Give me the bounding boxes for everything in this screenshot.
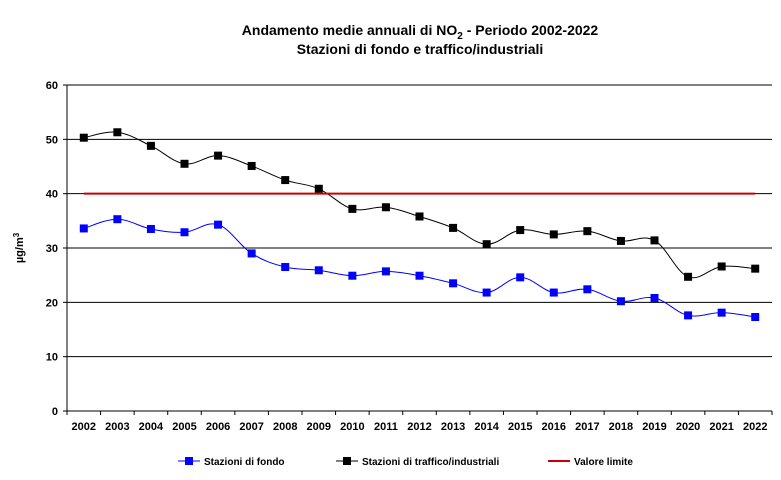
data-point-stazioni-di-fondo-2012 xyxy=(415,271,424,280)
x-tick-label-2011: 2011 xyxy=(374,421,398,433)
chart-title: Andamento medie annuali di NO2 - Periodo… xyxy=(242,22,599,57)
legend-swatch-marker-stazioni-di-fondo xyxy=(185,457,193,465)
x-axis-ticks: 2002 2003 2004 2005 2006 2007 2008 2009 2010 2011… xyxy=(66,411,773,433)
data-point-stazioni-di-fondo-2016 xyxy=(549,288,558,297)
data-point-stazioni-di-traffico-industriali-2008 xyxy=(281,176,290,185)
data-point-stazioni-di-traffico-industriali-2009 xyxy=(314,184,323,193)
data-point-stazioni-di-traffico-industriali-2010 xyxy=(348,204,357,213)
legend-label-valore-limite: Valore limite xyxy=(574,457,633,468)
data-point-stazioni-di-fondo-2017 xyxy=(583,285,592,294)
series-stazioni-di-traffico-industriali xyxy=(79,128,760,281)
data-point-stazioni-di-traffico-industriali-2002 xyxy=(79,133,88,142)
data-point-stazioni-di-traffico-industriali-2017 xyxy=(583,227,592,236)
x-tick-label-2002: 2002 xyxy=(72,421,96,433)
x-tick-label-2015: 2015 xyxy=(508,421,532,433)
legend: Stazioni di fondo Stazioni di traffico/in… xyxy=(178,457,633,468)
x-tick-label-2008: 2008 xyxy=(273,421,297,433)
data-point-stazioni-di-traffico-industriali-2021 xyxy=(717,262,726,271)
data-point-stazioni-di-traffico-industriali-2014 xyxy=(482,240,491,249)
data-point-stazioni-di-traffico-industriali-2011 xyxy=(381,203,390,212)
x-tick-label-2012: 2012 xyxy=(407,421,431,433)
x-tick-label-2013: 2013 xyxy=(441,421,465,433)
x-tick-label-2005: 2005 xyxy=(172,421,196,433)
data-point-stazioni-di-fondo-2011 xyxy=(381,267,390,276)
legend-item-stazioni-di-fondo: Stazioni di fondo xyxy=(178,457,285,468)
data-point-stazioni-di-fondo-2014 xyxy=(482,288,491,297)
data-point-stazioni-di-fondo-2007 xyxy=(247,249,256,258)
data-point-stazioni-di-fondo-2006 xyxy=(214,220,223,229)
chart-title-line1: Andamento medie annuali di NO2 - Periodo… xyxy=(242,22,599,42)
data-point-stazioni-di-fondo-2015 xyxy=(516,273,525,282)
series-line-stazioni-di-traffico-industriali xyxy=(83,131,756,279)
legend-item-valore-limite: Valore limite xyxy=(548,457,633,468)
x-tick-label-2017: 2017 xyxy=(575,421,599,433)
data-point-stazioni-di-traffico-industriali-2022 xyxy=(751,264,760,273)
y-tick-label-20: 20 xyxy=(46,297,58,309)
data-point-stazioni-di-fondo-2013 xyxy=(449,279,458,288)
x-tick-label-2014: 2014 xyxy=(474,421,499,433)
data-point-stazioni-di-traffico-industriali-2013 xyxy=(449,223,458,232)
data-point-stazioni-di-fondo-2005 xyxy=(180,228,189,237)
x-tick-label-2020: 2020 xyxy=(676,421,700,433)
gridlines xyxy=(66,84,772,412)
data-point-stazioni-di-traffico-industriali-2016 xyxy=(549,230,558,239)
x-tick-label-2022: 2022 xyxy=(743,421,767,433)
x-tick-label-2007: 2007 xyxy=(239,421,263,433)
data-point-stazioni-di-traffico-industriali-2020 xyxy=(684,272,693,281)
data-point-stazioni-di-fondo-2003 xyxy=(113,215,122,224)
data-point-stazioni-di-fondo-2019 xyxy=(650,293,659,302)
data-point-stazioni-di-fondo-2020 xyxy=(684,311,693,320)
y-tick-label-40: 40 xyxy=(46,189,58,201)
chart-title-line2: Stazioni di fondo e traffico/industriali xyxy=(297,41,544,57)
data-point-stazioni-di-traffico-industriali-2004 xyxy=(146,141,155,150)
y-tick-label-10: 10 xyxy=(46,352,58,364)
data-point-stazioni-di-fondo-2021 xyxy=(717,308,726,317)
y-tick-label-30: 30 xyxy=(46,243,58,255)
x-tick-label-2003: 2003 xyxy=(105,421,129,433)
y-tick-label-0: 0 xyxy=(52,406,58,418)
data-point-stazioni-di-fondo-2010 xyxy=(348,271,357,280)
data-point-stazioni-di-traffico-industriali-2006 xyxy=(214,151,223,160)
data-point-stazioni-di-fondo-2018 xyxy=(616,297,625,306)
data-point-stazioni-di-traffico-industriali-2005 xyxy=(180,159,189,168)
x-tick-label-2016: 2016 xyxy=(542,421,566,433)
y-axis-label: µg/m3 xyxy=(12,232,26,263)
x-tick-label-2004: 2004 xyxy=(139,421,164,433)
legend-swatch-marker-stazioni-di-traffico-industriali xyxy=(343,457,351,465)
data-point-stazioni-di-fondo-2022 xyxy=(751,313,760,322)
legend-item-stazioni-di-traffico-industriali: Stazioni di traffico/industriali xyxy=(336,457,499,468)
data-point-stazioni-di-fondo-2002 xyxy=(79,224,88,233)
x-tick-label-2010: 2010 xyxy=(340,421,364,433)
series-stazioni-di-fondo xyxy=(79,215,760,322)
data-series xyxy=(79,128,760,322)
data-point-stazioni-di-fondo-2009 xyxy=(314,266,323,275)
data-point-stazioni-di-traffico-industriali-2007 xyxy=(247,161,256,170)
legend-label-stazioni-di-traffico-industriali: Stazioni di traffico/industriali xyxy=(362,457,499,468)
legend-label-stazioni-di-fondo: Stazioni di fondo xyxy=(204,457,285,468)
data-point-stazioni-di-fondo-2008 xyxy=(281,263,290,272)
x-tick-label-2009: 2009 xyxy=(307,421,331,433)
x-tick-label-2019: 2019 xyxy=(642,421,666,433)
data-point-stazioni-di-traffico-industriali-2019 xyxy=(650,236,659,245)
data-point-stazioni-di-traffico-industriali-2012 xyxy=(415,212,424,221)
y-tick-label-50: 50 xyxy=(46,134,58,146)
data-point-stazioni-di-fondo-2004 xyxy=(146,224,155,233)
y-axis-ticks: 0 10 20 30 40 50 60 xyxy=(46,80,67,418)
data-point-stazioni-di-traffico-industriali-2003 xyxy=(113,128,122,137)
x-tick-label-2018: 2018 xyxy=(609,421,633,433)
y-tick-label-60: 60 xyxy=(46,80,58,92)
data-point-stazioni-di-traffico-industriali-2018 xyxy=(616,236,625,245)
x-tick-label-2006: 2006 xyxy=(206,421,230,433)
data-point-stazioni-di-traffico-industriali-2015 xyxy=(516,226,525,235)
x-tick-label-2021: 2021 xyxy=(709,421,733,433)
